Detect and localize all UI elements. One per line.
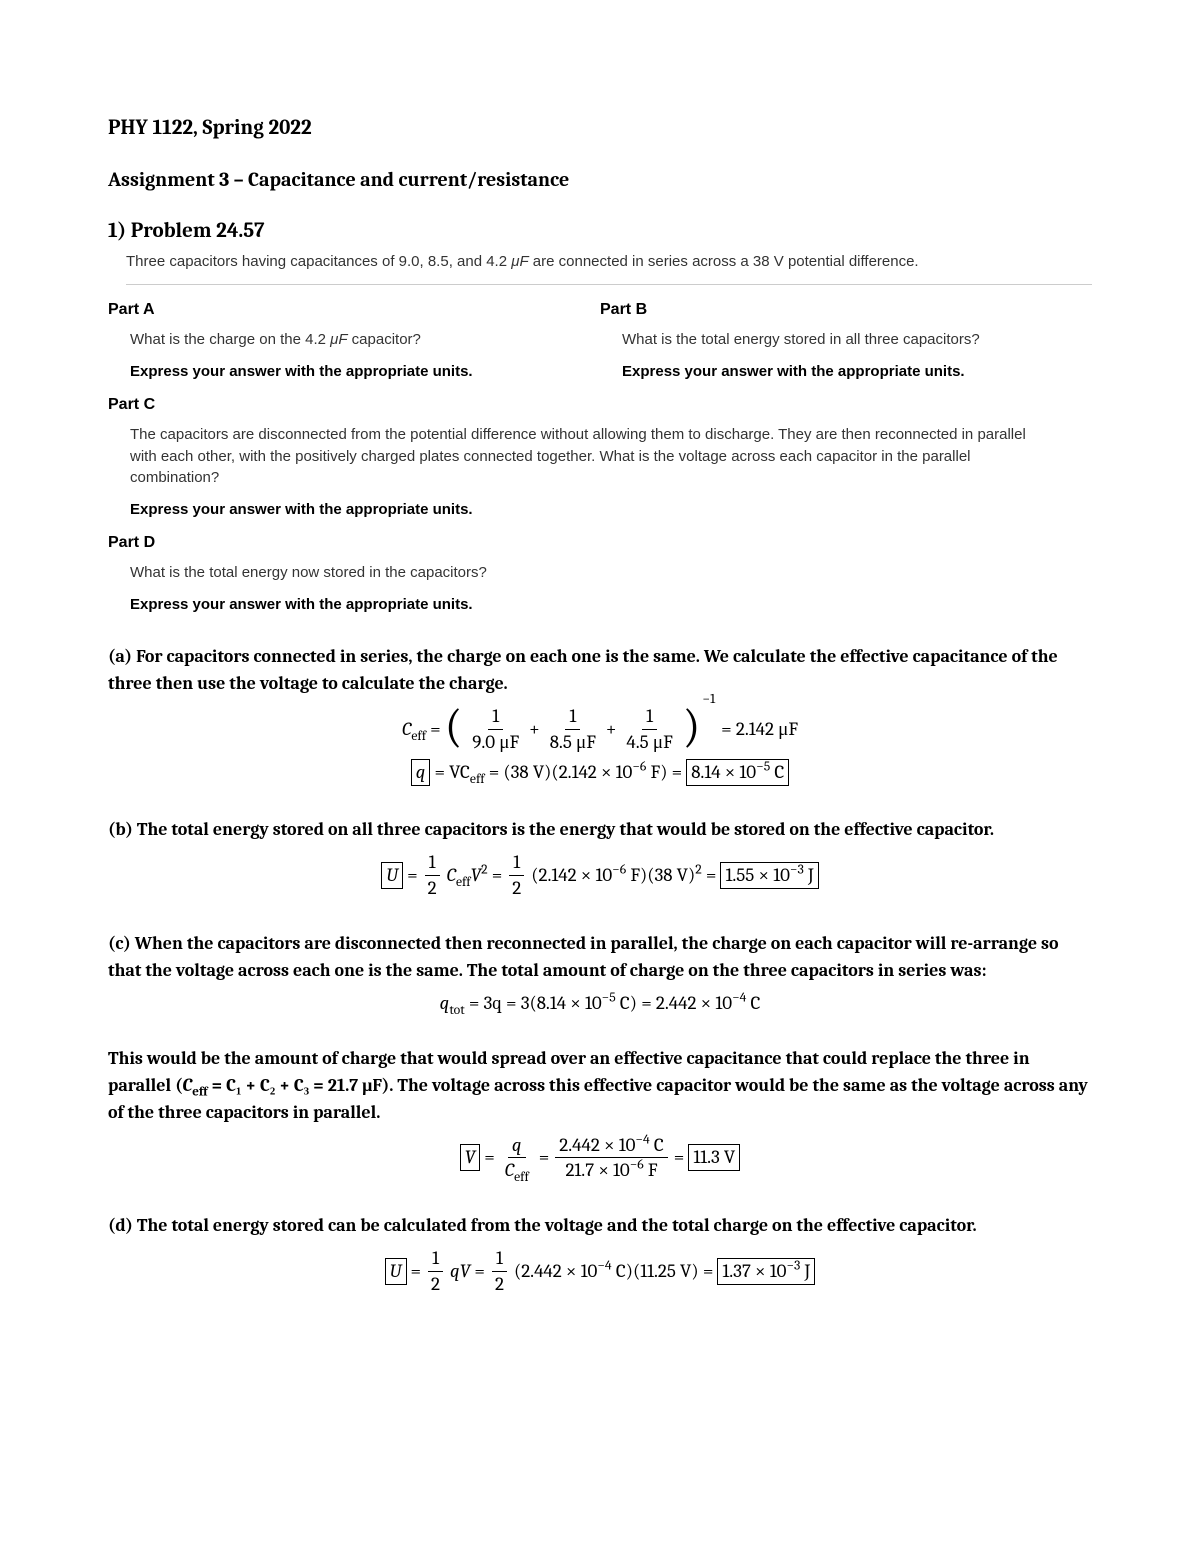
- part-a-question: What is the charge on the 4.2 μF capacit…: [130, 329, 600, 351]
- eq-a2-var: q: [411, 759, 431, 786]
- part-a-header: Part A: [108, 301, 600, 319]
- eq-d-mid-post: C)(11.25 V) =: [612, 1260, 714, 1282]
- course-header: PHY 1122, Spring 2022: [108, 116, 1092, 140]
- part-d-header: Part D: [108, 534, 1092, 552]
- part-c-instruct: Express your answer with the appropriate…: [130, 501, 1092, 518]
- eq-c2-den-pre: 21.7 × 10: [565, 1159, 629, 1181]
- part-b: Part B What is the total energy stored i…: [600, 301, 1092, 396]
- eq-a1-d1: 9.0 μF: [468, 730, 523, 754]
- eq-c1-exp: −5: [602, 990, 616, 1005]
- part-d: Part D What is the total energy now stor…: [108, 534, 1092, 613]
- eq-b-mid-pre: (2.142 × 10: [531, 864, 612, 886]
- problem-statement-prefix: Three capacitors having capacitances of …: [126, 253, 511, 270]
- part-a-q-unit: μF: [330, 331, 347, 348]
- eq-d-ans-exp: −3: [786, 1259, 800, 1274]
- eq-a1-d3: 4.5 μF: [622, 730, 676, 754]
- eq-a2-ans-pre: 8.14 × 10: [691, 761, 756, 783]
- eq-d-var: U: [385, 1258, 407, 1285]
- eq-a2-sub: eff: [470, 772, 485, 787]
- solution-c-text2-eq-sub: eff: [192, 1084, 207, 1099]
- eq-c2-num-pre: 2.442 × 10: [559, 1134, 635, 1156]
- eq-c2-num-post: C: [650, 1134, 664, 1156]
- problem-title: 1) Problem 24.57: [108, 219, 1092, 243]
- solution-c-text1: (c) When the capacitors are disconnected…: [108, 930, 1092, 984]
- eq-c1-lhs: q: [440, 992, 450, 1014]
- eq-c2-den-post: F: [644, 1159, 658, 1181]
- solution-c-eq2: V = qCeff = 2.442 × 10−4 C 21.7 × 10−6 F…: [108, 1134, 1092, 1183]
- eq-b-var: U: [381, 862, 403, 889]
- part-a-instruct: Express your answer with the appropriate…: [130, 363, 600, 380]
- eq-b-ans-post: J: [804, 864, 814, 886]
- eq-a1-exp: −1: [702, 691, 715, 708]
- eq-a1-lhs: C: [402, 718, 411, 740]
- eq-c1-post: C: [746, 992, 760, 1014]
- eq-d-ans-pre: 1.37 × 10: [722, 1260, 786, 1282]
- part-d-instruct: Express your answer with the appropriate…: [130, 596, 1092, 613]
- problem-statement-unit: μF: [511, 253, 528, 270]
- part-a: Part A What is the charge on the 4.2 μF …: [108, 301, 600, 396]
- solution-c-eq1: qtot = 3q = 3(8.14 × 10−5 C) = 2.442 × 1…: [108, 992, 1092, 1015]
- parts-row-ab: Part A What is the charge on the 4.2 μF …: [108, 301, 1092, 396]
- part-c: Part C The capacitors are disconnected f…: [108, 396, 1092, 518]
- eq-c1-mid: C) = 2.442 × 10: [616, 992, 732, 1014]
- part-d-question: What is the total energy now stored in t…: [130, 562, 1092, 584]
- eq-b-mid-sq: 2: [695, 863, 701, 878]
- eq-c2-den-exp: −6: [630, 1158, 644, 1173]
- eq-c1-sub: tot: [449, 1003, 464, 1018]
- eq-a2-mid: = (38 V)(2.142 × 10: [485, 761, 633, 783]
- eq-a2-pre: = VC: [434, 761, 469, 783]
- solution-c-text2-eq-lhs: C: [182, 1075, 192, 1096]
- eq-c2-answer: 11.3 V: [688, 1144, 740, 1171]
- eq-a1-result: 2.142 μF: [736, 718, 798, 740]
- part-b-question: What is the total energy stored in all t…: [622, 329, 1092, 351]
- eq-d-mid-exp: −4: [597, 1259, 611, 1274]
- eq-c1-pre: = 3q = 3(8.14 × 10: [465, 992, 602, 1014]
- assignment-title: Assignment 3 – Capacitance and current/r…: [108, 168, 1092, 191]
- eq-a2-ans-exp: −5: [756, 760, 770, 775]
- problem-statement: Three capacitors having capacitances of …: [126, 253, 1092, 285]
- eq-c2-var: V: [460, 1144, 481, 1171]
- solution-d-eq: U = 12 qV = 12 (2.442 × 10−4 C)(11.25 V)…: [108, 1247, 1092, 1296]
- solution-b-text: (b) The total energy stored on all three…: [108, 816, 1092, 843]
- document-page: PHY 1122, Spring 2022 Assignment 3 – Cap…: [0, 0, 1200, 1553]
- problem-statement-suffix: are connected in series across a 38 V po…: [529, 253, 919, 270]
- solution-a-eq2: q = VCeff = (38 V)(2.142 × 10−6 F) = 8.1…: [108, 759, 1092, 786]
- eq-c1-exp2: −4: [732, 990, 746, 1005]
- eq-d-ans-post: J: [800, 1260, 810, 1282]
- solution-b-eq: U = 12 CeffV2 = 12 (2.142 × 10−6 F)(38 V…: [108, 851, 1092, 900]
- solution-c-text2-eq-rhs: = C₁ + C₂ + C₃ = 21.7 μF: [208, 1075, 382, 1096]
- eq-a2-exp: −6: [632, 760, 646, 775]
- eq-b-ans-pre: 1.55 × 10: [725, 864, 789, 886]
- part-a-q-prefix: What is the charge on the 4.2: [130, 331, 330, 348]
- solution-d-text: (d) The total energy stored can be calcu…: [108, 1212, 1092, 1239]
- eq-b-mid-post: F)(38 V): [626, 864, 695, 886]
- solution-c-text2: This would be the amount of charge that …: [108, 1045, 1092, 1126]
- solution-a-text: (a) For capacitors connected in series, …: [108, 643, 1092, 697]
- eq-c2-num-exp: −4: [635, 1132, 649, 1147]
- part-c-question: The capacitors are disconnected from the…: [130, 424, 1030, 489]
- eq-b-mid-exp: −6: [612, 863, 626, 878]
- eq-d-mid-pre: (2.442 × 10: [514, 1260, 597, 1282]
- part-b-header: Part B: [600, 301, 1092, 319]
- solution-a-eq1: Ceff = ( 19.0 μF + 18.5 μF + 14.5 μF ) −…: [108, 705, 1092, 754]
- eq-b-ans-exp: −3: [790, 863, 804, 878]
- part-a-q-suffix: capacitor?: [348, 331, 421, 348]
- eq-a2-ans-post: C: [770, 761, 784, 783]
- eq-a1-lhs-sub: eff: [411, 728, 426, 743]
- part-b-instruct: Express your answer with the appropriate…: [622, 363, 1092, 380]
- part-c-header: Part C: [108, 396, 1092, 414]
- eq-a2-post: F) =: [646, 761, 682, 783]
- eq-a1-d2: 8.5 μF: [546, 730, 600, 754]
